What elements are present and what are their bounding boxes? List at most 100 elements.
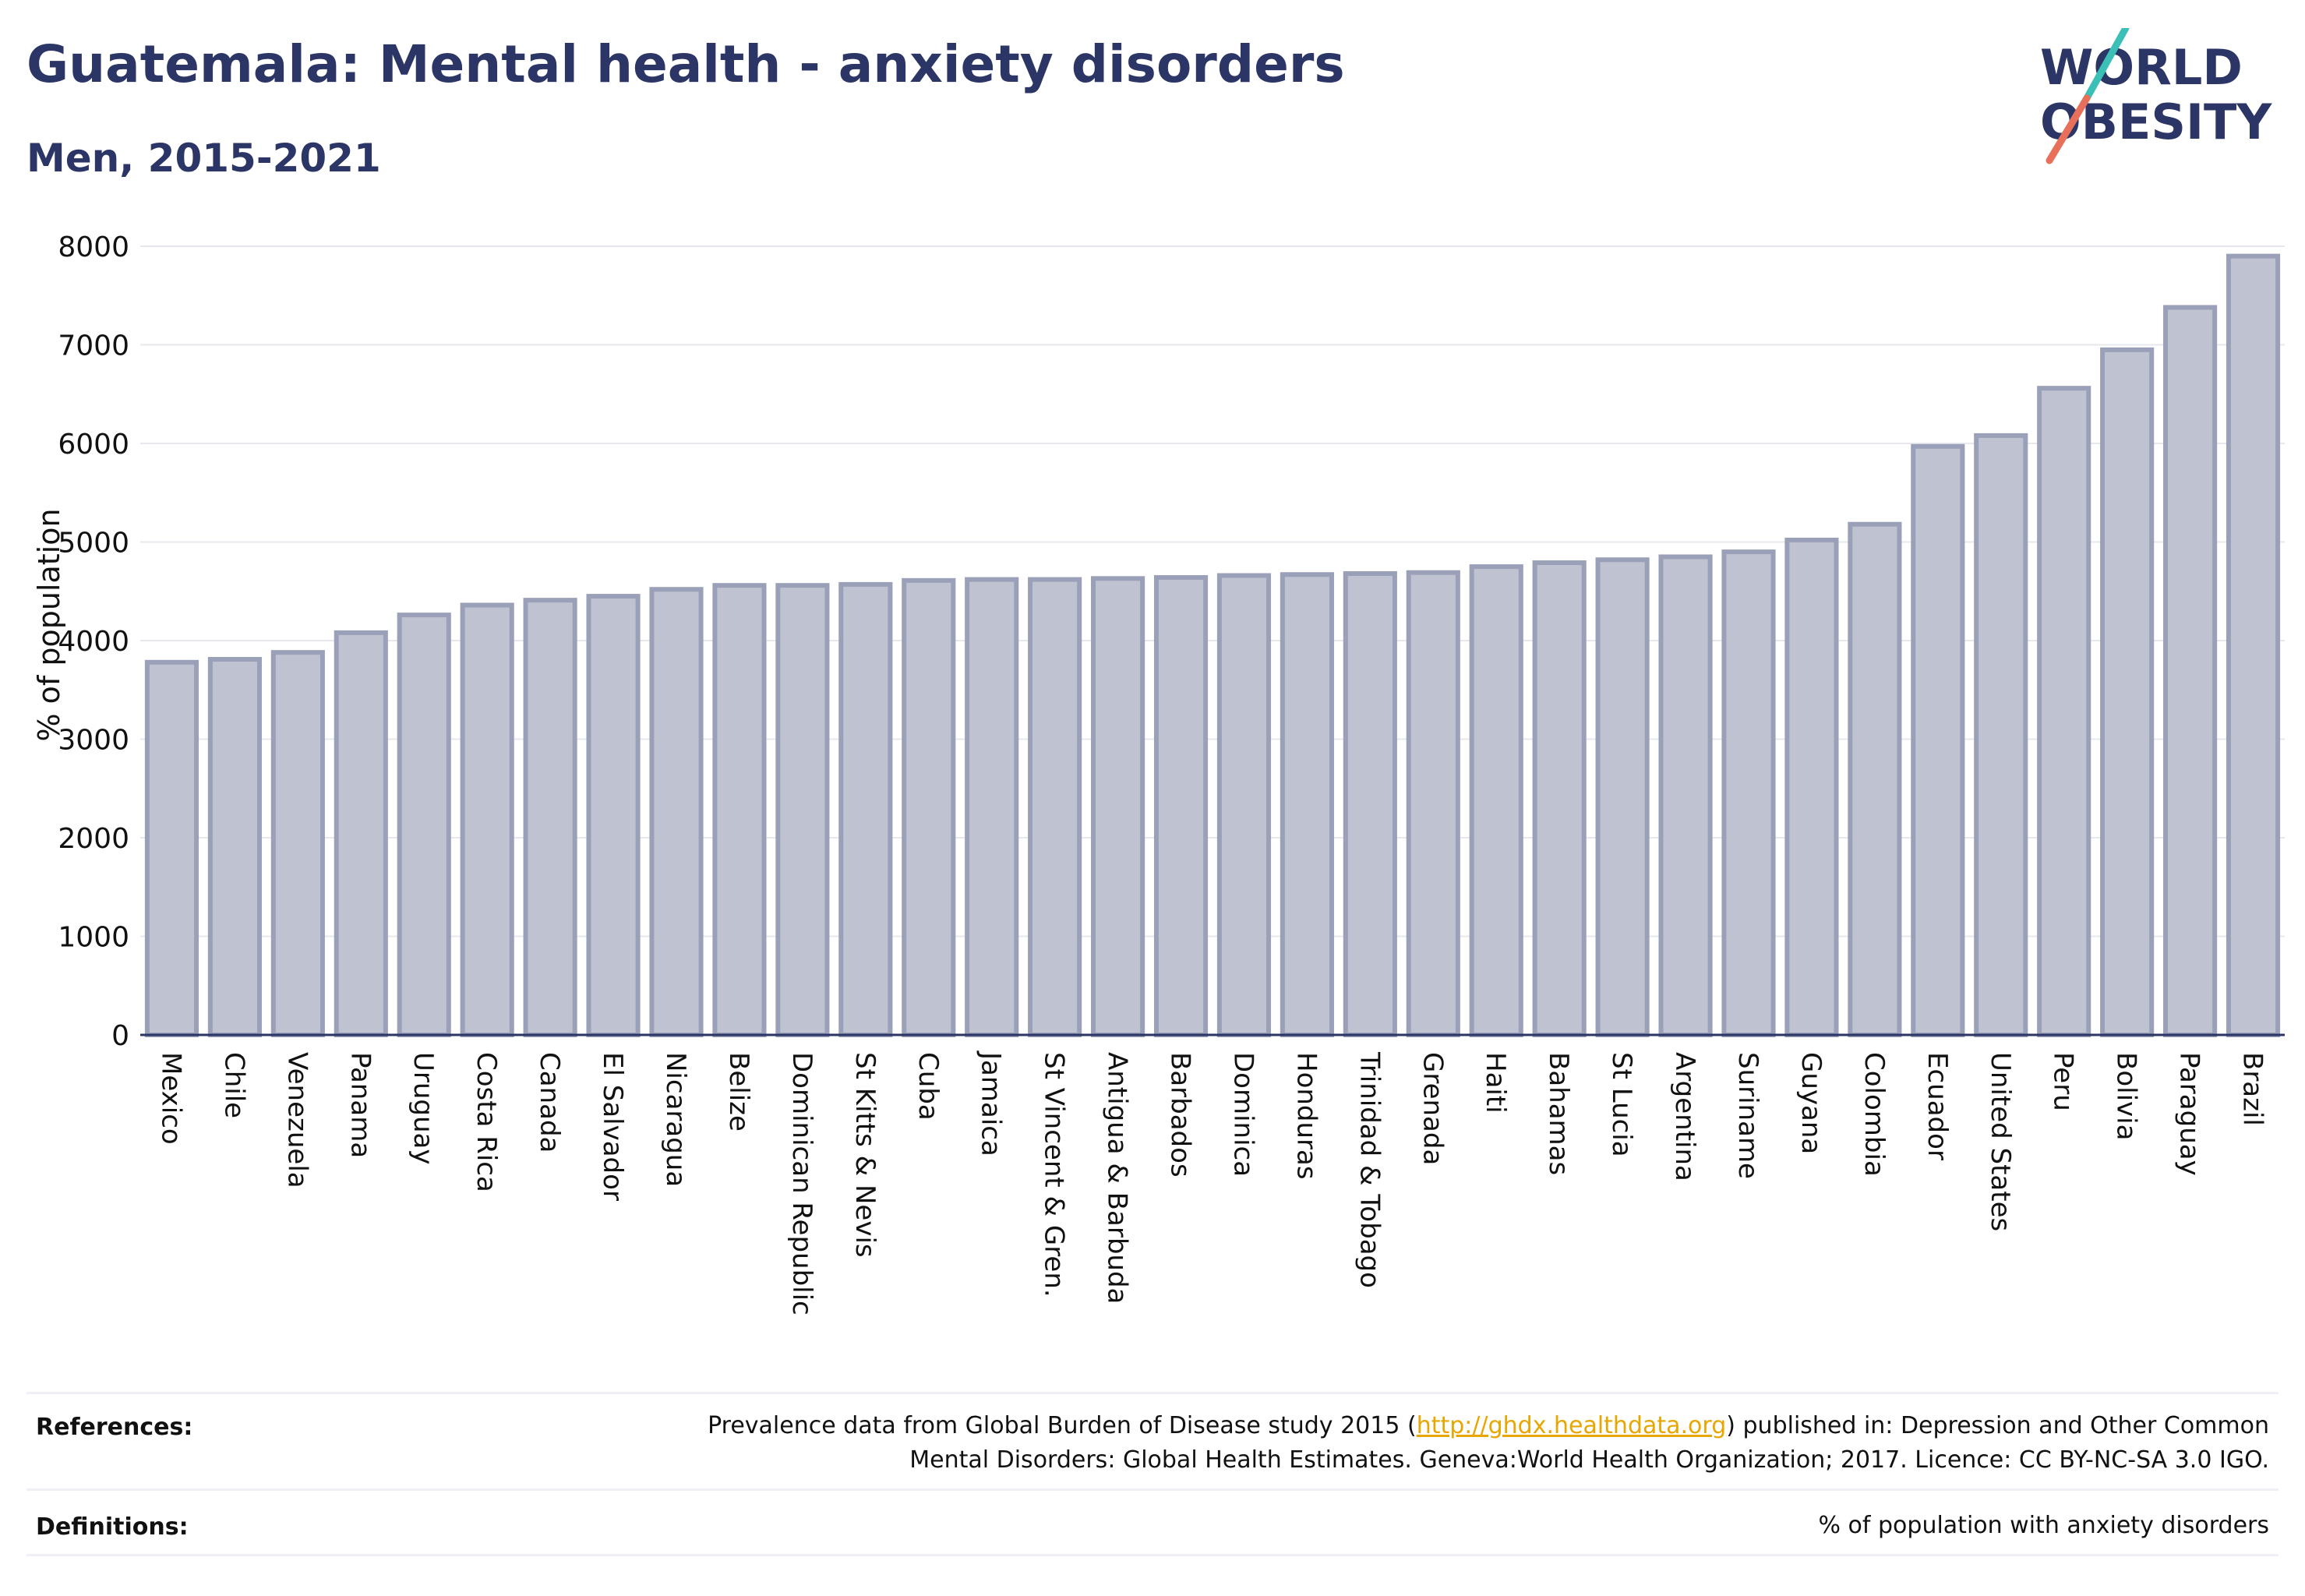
- bar-guyana: [1784, 537, 1839, 1037]
- y-tick-label: 5000: [58, 528, 129, 560]
- bar-argentina: [1658, 554, 1713, 1037]
- bar-cuba: [902, 577, 956, 1037]
- references-line-1-end: ) published in: Depression and Other Com…: [1726, 1412, 2269, 1439]
- x-tick-label: Barbados: [1165, 1052, 1196, 1178]
- bar-suriname: [1721, 549, 1776, 1037]
- x-tick-label: Panama: [344, 1052, 376, 1158]
- x-tick-label: Colombia: [1858, 1052, 1890, 1177]
- references-text: Prevalence data from Global Burden of Di…: [708, 1409, 2269, 1478]
- x-tick-label: Honduras: [1290, 1052, 1322, 1180]
- x-tick-label: Dominica: [1227, 1052, 1258, 1177]
- x-tick-label: Ecuador: [1922, 1052, 1953, 1160]
- bar-canada: [523, 598, 577, 1037]
- x-tick-label: Costa Rica: [471, 1052, 502, 1192]
- references-label: References:: [36, 1414, 193, 1441]
- y-tick-label: 3000: [58, 725, 129, 757]
- bar-dominica: [1216, 573, 1272, 1037]
- x-tick-label: United States: [1985, 1052, 2016, 1231]
- x-tick-label: Brazil: [2237, 1052, 2268, 1126]
- bars: [144, 253, 2281, 1038]
- bar-chile: [207, 657, 262, 1037]
- logo-slash-coral: [2046, 94, 2091, 164]
- x-tick-label: Peru: [2048, 1052, 2079, 1111]
- footer-divider-middle: [26, 1488, 2279, 1491]
- references-line-2: Mental Disorders: Global Health Estimate…: [909, 1446, 2269, 1474]
- x-tick-label: El Salvador: [597, 1052, 628, 1201]
- chart-title: Guatemala: Mental health - anxiety disor…: [26, 34, 1345, 94]
- bar-panama: [334, 630, 388, 1037]
- bar-haiti: [1469, 564, 1523, 1037]
- x-tick-labels: Mexico Chile Venezuela Panama Uruguay Costa R…: [155, 1050, 2268, 1315]
- y-axis-label: % of population: [32, 508, 66, 741]
- bar-peru: [2037, 386, 2091, 1038]
- x-tick-label: Venezuela: [281, 1052, 312, 1188]
- y-tick-label: 8000: [58, 231, 129, 263]
- bar-st-vincent-gren-: [1028, 577, 1082, 1037]
- x-tick-label: Chile: [218, 1052, 249, 1118]
- x-tick-label: Suriname: [1732, 1052, 1763, 1179]
- bar-united-states: [1974, 433, 2028, 1037]
- x-tick-label: Trinidad & Tobago: [1354, 1051, 1385, 1288]
- y-tick-label: 0: [111, 1020, 129, 1052]
- bar-grenada: [1406, 570, 1460, 1037]
- bar-trinidad-tobago: [1343, 570, 1397, 1037]
- world-obesity-logo: WORLD OBESITY: [2040, 28, 2272, 164]
- bar-el-salvador: [586, 594, 641, 1037]
- bar-st-lucia: [1595, 557, 1650, 1037]
- references-line-1-start: Prevalence data from Global Burden of Di…: [708, 1412, 1417, 1439]
- bar-dominican-republic: [775, 583, 830, 1037]
- x-tick-label: St Lucia: [1606, 1052, 1637, 1157]
- definitions-text: % of population with anxiety disorders: [1818, 1512, 2269, 1539]
- y-tick-label: 7000: [58, 330, 129, 362]
- x-tick-label: Paraguay: [2174, 1052, 2205, 1176]
- bar-barbados: [1153, 575, 1209, 1037]
- bar-brazil: [2226, 253, 2281, 1037]
- footer-divider-top: [26, 1392, 2279, 1394]
- bar-colombia: [1848, 521, 1902, 1037]
- bar-nicaragua: [649, 587, 704, 1037]
- bar-st-kitts-nevis: [838, 581, 893, 1037]
- bar-paraguay: [2163, 305, 2218, 1037]
- bar-honduras: [1280, 572, 1334, 1037]
- bar-bahamas: [1532, 560, 1587, 1037]
- x-tick-label: Dominican Republic: [786, 1052, 817, 1315]
- chart-subtitle: Men, 2015-2021: [26, 136, 381, 181]
- logo-slash-teal: [2083, 28, 2130, 102]
- x-tick-label: Belize: [723, 1052, 754, 1132]
- y-tick-label: 2000: [58, 823, 129, 855]
- bar-ecuador: [1911, 443, 1965, 1037]
- references-link[interactable]: http://ghdx.healthdata.org: [1416, 1412, 1727, 1439]
- y-tick-labels: 0 1000 2000 3000 4000 5000 6000 7000 8000: [58, 231, 129, 1052]
- logo-text-world: WORLD: [2040, 39, 2243, 96]
- bar-chart: 0 1000 2000 3000 4000 5000 6000 7000 8000 Mexico…: [32, 231, 2285, 1315]
- references-line-1: Prevalence data from Global Burden of Di…: [708, 1409, 2269, 1443]
- x-tick-label: Antigua & Barbuda: [1102, 1052, 1133, 1304]
- x-tick-label: Haiti: [1480, 1052, 1511, 1114]
- x-tick-label: Argentina: [1669, 1052, 1700, 1181]
- x-tick-label: Grenada: [1417, 1052, 1448, 1165]
- y-tick-label: 6000: [58, 429, 129, 461]
- x-tick-label: Nicaragua: [660, 1052, 691, 1187]
- x-tick-label: St Kitts & Nevis: [849, 1052, 881, 1258]
- bar-uruguay: [397, 613, 451, 1037]
- x-tick-label: Uruguay: [408, 1052, 439, 1165]
- x-tick-label: St Vincent & Gren.: [1039, 1052, 1070, 1298]
- y-tick-label: 4000: [58, 626, 129, 658]
- bar-mexico: [144, 659, 199, 1038]
- bar-costa-rica: [460, 602, 514, 1037]
- footer-divider-bottom: [26, 1554, 2279, 1556]
- bar-antigua-barbuda: [1091, 576, 1145, 1037]
- x-tick-label: Jamaica: [976, 1050, 1007, 1156]
- bar-belize: [712, 583, 767, 1037]
- bar-bolivia: [2100, 347, 2155, 1037]
- x-tick-label: Bolivia: [2111, 1052, 2142, 1140]
- x-tick-label: Guyana: [1795, 1052, 1827, 1154]
- x-tick-label: Bahamas: [1543, 1052, 1574, 1175]
- x-tick-label: Canada: [534, 1052, 565, 1153]
- logo-text-obesity: OBESITY: [2040, 94, 2272, 150]
- bar-jamaica: [965, 577, 1019, 1037]
- x-tick-label: Cuba: [912, 1052, 944, 1121]
- x-tick-label: Mexico: [155, 1052, 186, 1145]
- y-tick-label: 1000: [58, 922, 129, 954]
- bar-venezuela: [270, 650, 325, 1037]
